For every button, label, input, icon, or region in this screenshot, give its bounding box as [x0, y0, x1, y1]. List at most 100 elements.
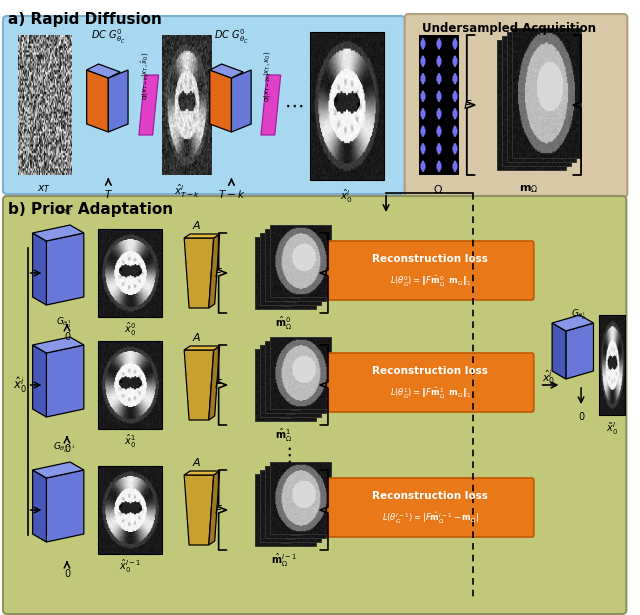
- Bar: [255, 237, 316, 309]
- Bar: [99, 229, 163, 317]
- Polygon shape: [209, 234, 220, 308]
- Polygon shape: [209, 346, 220, 420]
- Polygon shape: [86, 70, 108, 132]
- Text: $F$: $F$: [214, 504, 223, 517]
- Text: Reconstruction loss: Reconstruction loss: [372, 366, 488, 376]
- FancyBboxPatch shape: [328, 241, 534, 300]
- Bar: [512, 28, 581, 158]
- Text: $\hat{x}^1_0$: $\hat{x}^1_0$: [125, 433, 136, 450]
- Polygon shape: [209, 471, 220, 545]
- Polygon shape: [184, 346, 220, 350]
- Polygon shape: [33, 462, 84, 478]
- Text: $DC\ G^0_{\theta_C}$: $DC\ G^0_{\theta_C}$: [214, 28, 249, 46]
- Bar: [507, 32, 576, 162]
- Text: $F$: $F$: [463, 98, 472, 111]
- Polygon shape: [184, 350, 214, 420]
- Polygon shape: [33, 345, 46, 417]
- Text: $\mathbf{m}_\Omega$: $\mathbf{m}_\Omega$: [519, 183, 538, 195]
- Polygon shape: [184, 471, 220, 475]
- Polygon shape: [566, 323, 593, 379]
- Bar: [99, 341, 163, 429]
- Text: $\cdots$: $\cdots$: [284, 95, 303, 114]
- Bar: [265, 341, 326, 413]
- Polygon shape: [261, 75, 281, 135]
- Text: $\hat{x}^i_0$: $\hat{x}^i_0$: [13, 375, 27, 395]
- Text: $A$: $A$: [192, 331, 202, 343]
- Polygon shape: [232, 70, 251, 132]
- Polygon shape: [46, 345, 84, 417]
- Polygon shape: [210, 64, 243, 78]
- Text: a) Rapid Diffusion: a) Rapid Diffusion: [8, 12, 162, 27]
- Bar: [310, 32, 384, 180]
- Text: $\hat{x}^i_{T-k}$: $\hat{x}^i_{T-k}$: [174, 183, 200, 200]
- Text: $A$: $A$: [192, 456, 202, 468]
- Bar: [270, 462, 331, 534]
- Text: $\hat{\mathbf{m}}^{I-1}_\Omega$: $\hat{\mathbf{m}}^{I-1}_\Omega$: [271, 552, 297, 569]
- Bar: [599, 315, 625, 415]
- Bar: [260, 233, 321, 305]
- Text: $A$: $A$: [192, 219, 202, 231]
- Text: $q(x_{T-k}|x_T,\hat{x}_0)$: $q(x_{T-k}|x_T,\hat{x}_0)$: [140, 52, 152, 100]
- Polygon shape: [552, 323, 566, 379]
- Polygon shape: [552, 315, 593, 331]
- Polygon shape: [108, 70, 128, 132]
- Text: 0: 0: [64, 332, 70, 342]
- FancyBboxPatch shape: [328, 478, 534, 537]
- Text: $G_{\theta^0_G}$: $G_{\theta^0_G}$: [56, 204, 72, 218]
- FancyBboxPatch shape: [328, 353, 534, 412]
- Text: Undersampled Acquisition: Undersampled Acquisition: [422, 22, 595, 35]
- Text: $\tilde{x}^I_0$: $\tilde{x}^I_0$: [605, 420, 618, 437]
- Text: $F$: $F$: [214, 266, 223, 279]
- Bar: [255, 349, 316, 421]
- Polygon shape: [33, 233, 46, 305]
- Bar: [502, 36, 572, 166]
- Text: $x_T$: $x_T$: [37, 183, 51, 195]
- Text: $DC\ G^0_{\theta_C}$: $DC\ G^0_{\theta_C}$: [91, 28, 125, 46]
- Text: $L(\theta^1_G) = \|F\hat{\mathbf{m}}^1_\Omega\;\; \mathbf{m}_\Omega\|_1$: $L(\theta^1_G) = \|F\hat{\mathbf{m}}^1_\…: [390, 386, 471, 400]
- FancyBboxPatch shape: [404, 14, 627, 197]
- Polygon shape: [86, 64, 120, 78]
- Bar: [497, 40, 566, 170]
- Text: 0: 0: [64, 569, 70, 579]
- Text: Reconstruction loss: Reconstruction loss: [372, 491, 488, 501]
- Polygon shape: [33, 337, 84, 353]
- Text: $F$: $F$: [214, 378, 223, 392]
- Text: $\hat{\mathbf{m}}^1_\Omega$: $\hat{\mathbf{m}}^1_\Omega$: [275, 427, 292, 444]
- FancyBboxPatch shape: [3, 16, 404, 194]
- Text: $G_{\theta^I_G}$: $G_{\theta^I_G}$: [571, 308, 587, 322]
- Text: 0: 0: [64, 444, 70, 454]
- Text: 0: 0: [578, 412, 584, 422]
- Bar: [260, 470, 321, 542]
- Polygon shape: [33, 225, 84, 241]
- Text: $L(\theta^{I-1}_G) = |F\hat{\mathbf{m}}^{I-1}_\Omega - \mathbf{m}_\Omega|$: $L(\theta^{I-1}_G) = |F\hat{\mathbf{m}}^…: [382, 510, 479, 526]
- Polygon shape: [184, 234, 220, 238]
- Bar: [270, 337, 331, 409]
- Text: $T-k$: $T-k$: [218, 188, 245, 200]
- Polygon shape: [139, 75, 159, 135]
- Polygon shape: [184, 238, 214, 308]
- Text: Reconstruction loss: Reconstruction loss: [372, 254, 488, 264]
- Text: $G_{\theta^1_G}$: $G_{\theta^1_G}$: [56, 315, 72, 330]
- Text: $\Omega$: $\Omega$: [433, 183, 444, 195]
- Text: $\hat{\mathbf{m}}^0_\Omega$: $\hat{\mathbf{m}}^0_\Omega$: [275, 315, 292, 332]
- Text: $\vdots$: $\vdots$: [279, 445, 292, 465]
- Bar: [270, 225, 331, 297]
- FancyBboxPatch shape: [3, 196, 627, 614]
- Bar: [255, 474, 316, 546]
- Text: $\hat{x}^i_0$: $\hat{x}^i_0$: [340, 188, 353, 205]
- Text: $\hat{x}^0_0$: $\hat{x}^0_0$: [125, 321, 136, 338]
- Polygon shape: [33, 470, 46, 542]
- Text: b) Prior Adaptation: b) Prior Adaptation: [8, 202, 173, 217]
- Bar: [265, 229, 326, 301]
- Bar: [99, 466, 163, 554]
- Text: $\hat{x}^i_0$: $\hat{x}^i_0$: [541, 368, 555, 387]
- Polygon shape: [210, 70, 232, 132]
- Text: $q(x_{T-2k}|x_T, x_0)$: $q(x_{T-2k}|x_T, x_0)$: [262, 50, 273, 101]
- Text: $\hat{x}^{I-1}_0$: $\hat{x}^{I-1}_0$: [120, 558, 141, 575]
- Bar: [265, 466, 326, 538]
- Polygon shape: [46, 233, 84, 305]
- Polygon shape: [184, 475, 214, 545]
- Text: $G_{\theta^{I-1}_G}$: $G_{\theta^{I-1}_G}$: [53, 441, 76, 455]
- Text: $T$: $T$: [104, 188, 113, 200]
- Text: $L(\theta^0_G) = \|F\hat{\mathbf{m}}^0_\Omega\;\; \mathbf{m}_\Omega\|_1$: $L(\theta^0_G) = \|F\hat{\mathbf{m}}^0_\…: [390, 274, 471, 288]
